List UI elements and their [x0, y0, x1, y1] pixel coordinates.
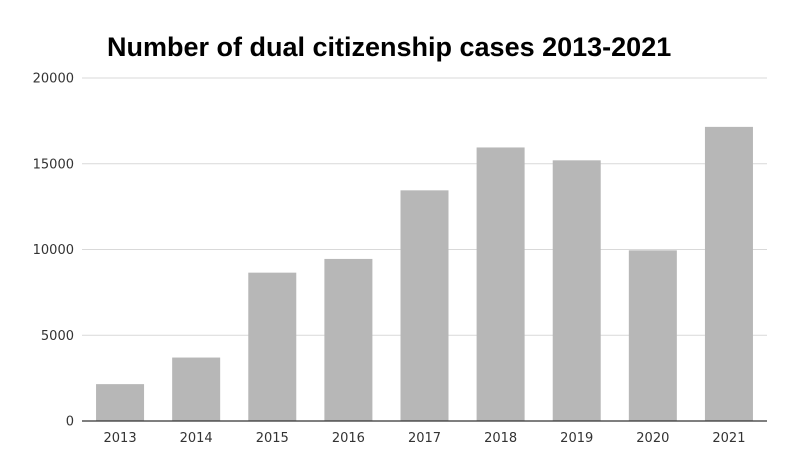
bars: [96, 126, 753, 421]
bar-2018: [476, 147, 525, 421]
bar-2014: [172, 357, 221, 421]
chart-title: Number of dual citizenship cases 2013-20…: [107, 32, 671, 62]
bar-2020: [628, 250, 677, 421]
y-tick-label: 15000: [33, 157, 74, 172]
y-tick-label: 20000: [33, 72, 74, 87]
x-tick-label: 2020: [636, 431, 669, 446]
y-axis-tick-labels: 0 5000 10000 15000 20000: [33, 72, 74, 430]
bar-2016: [324, 258, 373, 421]
y-tick-label: 0: [66, 415, 74, 430]
bar-2015: [248, 272, 297, 421]
y-tick-label: 5000: [41, 329, 74, 344]
x-tick-label: 2018: [484, 431, 517, 446]
x-tick-label: 2021: [712, 431, 745, 446]
bar-2017: [400, 190, 449, 421]
x-tick-label: 2013: [104, 431, 137, 446]
x-axis-tick-labels: 2013 2014 2015 2016 2017 2018 2019 2020 2021: [104, 431, 746, 446]
x-tick-label: 2017: [408, 431, 441, 446]
bar-2021: [704, 126, 753, 421]
x-tick-label: 2016: [332, 431, 365, 446]
x-tick-label: 2019: [560, 431, 593, 446]
x-tick-label: 2015: [256, 431, 289, 446]
bar-2019: [552, 160, 601, 421]
x-tick-label: 2014: [180, 431, 213, 446]
bar-2013: [96, 384, 145, 421]
y-tick-label: 10000: [33, 243, 74, 258]
